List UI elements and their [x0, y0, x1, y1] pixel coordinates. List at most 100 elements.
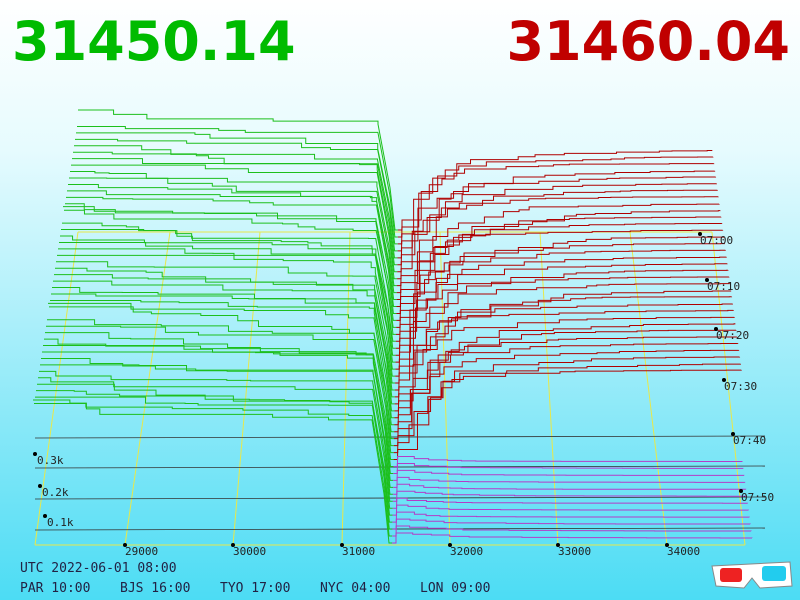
ask-depth — [394, 336, 738, 426]
bid-depth — [70, 171, 397, 287]
price-grid-line — [34, 231, 79, 546]
ask-depth — [392, 525, 752, 537]
depth-lines — [33, 109, 753, 544]
time-tick — [698, 232, 702, 236]
ask-depth — [393, 462, 744, 474]
time-label: 07:10 — [707, 280, 740, 293]
bid-depth — [72, 158, 398, 273]
time-tick — [739, 489, 743, 493]
ask-depth — [396, 229, 724, 314]
ask-depth — [392, 532, 753, 544]
ask-depth — [396, 243, 725, 328]
ask-depth — [392, 504, 749, 516]
price-tick — [340, 543, 344, 547]
ask-depth — [395, 256, 727, 342]
ask-depth — [393, 476, 746, 488]
ask-depth — [393, 369, 742, 461]
bid-depth — [58, 248, 396, 370]
bid-depth — [38, 377, 393, 509]
price-tick — [448, 543, 452, 547]
price-grid-line — [539, 231, 559, 546]
ask-depth — [396, 216, 722, 301]
bid-depth — [74, 145, 398, 259]
size-label: 0.3k — [37, 454, 64, 467]
ask-depth — [395, 276, 730, 363]
bid-depth — [76, 132, 398, 245]
ask-depth — [393, 363, 741, 454]
size-level — [34, 527, 766, 531]
price-label: 31000 — [342, 545, 375, 558]
bid-depth — [39, 370, 393, 502]
ask-depth — [392, 511, 750, 523]
ask-depth — [396, 236, 725, 321]
bid-depth — [50, 299, 395, 426]
bid-depth — [51, 293, 395, 419]
bid-depth — [37, 383, 393, 516]
bid-price: 31450.14 — [12, 10, 296, 73]
size-label: 0.1k — [47, 516, 74, 529]
price-label: 32000 — [450, 545, 483, 558]
city-time: NYC 04:00 — [320, 581, 390, 596]
size-tick — [33, 452, 37, 456]
price-tick — [123, 543, 127, 547]
size-level — [34, 465, 766, 469]
ask-depth — [394, 323, 736, 412]
bid-depth — [66, 196, 397, 314]
time-label: 07:30 — [724, 380, 757, 393]
ask-depth — [396, 249, 726, 335]
city-time: TYO 17:00 — [220, 581, 290, 596]
bid-depth — [78, 109, 398, 231]
ask-depth — [392, 483, 747, 495]
bid-depth — [75, 138, 398, 252]
glasses-icon — [711, 561, 793, 589]
ask-depth — [394, 349, 740, 440]
bid-depth — [61, 229, 396, 349]
ask-depth — [392, 490, 748, 502]
ask-depth — [395, 269, 729, 356]
ask-depth — [396, 203, 720, 287]
price-grid-line — [124, 231, 171, 546]
bid-depth — [63, 206, 396, 335]
bid-depth — [53, 280, 395, 405]
utc-time: UTC 2022-06-01 08:00 — [20, 561, 177, 576]
bid-depth — [77, 125, 398, 238]
ask-depth — [393, 356, 741, 447]
ask-depth — [398, 150, 713, 231]
bid-depth — [40, 364, 393, 495]
bid-depth — [48, 302, 394, 440]
city-time: LON 09:00 — [420, 581, 490, 596]
ask-depth — [392, 518, 751, 530]
price-label: 34000 — [667, 545, 700, 558]
bid-depth — [59, 241, 396, 363]
price-tick — [556, 543, 560, 547]
ask-depth — [397, 196, 719, 280]
time-tick — [705, 278, 709, 282]
ask-depth — [395, 290, 732, 377]
bid-depth — [56, 261, 396, 384]
price-label: 33000 — [558, 545, 591, 558]
time-tick — [722, 378, 726, 382]
ask-depth — [397, 189, 718, 273]
ask-depth — [394, 309, 734, 398]
price-label: 30000 — [233, 545, 266, 558]
bid-depth — [54, 274, 395, 398]
bid-depth — [67, 190, 397, 308]
ask-depth — [395, 283, 731, 370]
ask-depth — [397, 170, 716, 252]
size-level — [34, 435, 766, 439]
bid-depth — [64, 209, 397, 328]
bid-depth — [73, 151, 398, 266]
ask-depth — [395, 263, 728, 349]
bid-depth — [45, 332, 394, 461]
bid-depth — [35, 396, 393, 530]
ask-depth — [394, 303, 733, 391]
bid-depth — [57, 254, 396, 377]
bid-depth — [71, 164, 398, 280]
bid-depth — [42, 351, 394, 481]
bid-depth — [62, 222, 396, 342]
ask-depth — [396, 222, 723, 308]
bid-depth — [69, 177, 397, 294]
time-tick — [714, 327, 718, 331]
